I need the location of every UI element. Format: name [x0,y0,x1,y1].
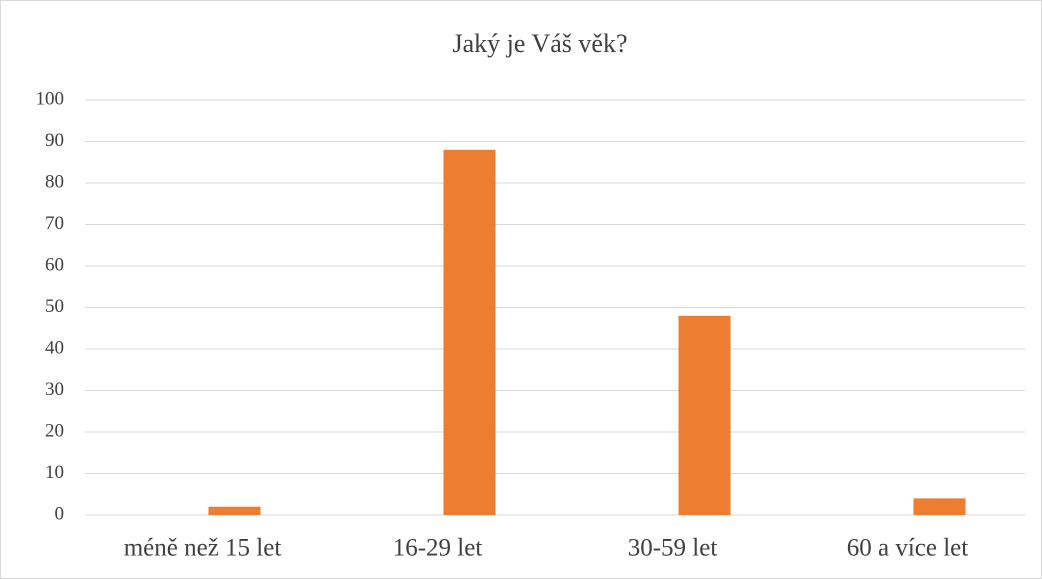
y-tick-label: 30 [45,379,64,400]
bar [913,498,966,515]
bar [443,149,496,516]
x-tick-label: méně než 15 let [124,535,282,562]
y-tick-label: 90 [45,130,64,151]
y-tick-label: 70 [45,213,64,234]
y-tick-label: 40 [45,337,64,358]
y-tick-label: 80 [45,171,64,192]
y-tick-label: 50 [45,296,64,317]
x-tick-label: 60 a více let [847,535,969,562]
y-tick-label: 60 [45,254,64,275]
y-tick-label: 0 [55,503,65,524]
y-tick-label: 20 [45,420,64,441]
y-tick-label: 100 [36,88,65,109]
x-tick-label: 30-59 let [628,535,718,562]
x-tick-label: 16-29 let [393,535,483,562]
bar [678,315,731,515]
bar [208,506,261,515]
chart-title: Jaký je Váš věk? [453,29,628,58]
y-tick-label: 10 [45,462,64,483]
